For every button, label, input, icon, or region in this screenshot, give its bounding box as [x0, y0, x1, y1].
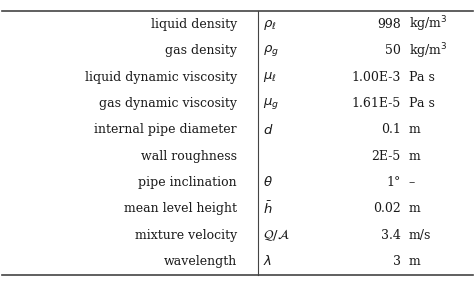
Text: gas density: gas density [165, 44, 237, 57]
Text: $\rho_\ell$: $\rho_\ell$ [263, 18, 277, 31]
Text: Pa s: Pa s [409, 71, 435, 84]
Text: mixture velocity: mixture velocity [135, 229, 237, 242]
Text: wall roughness: wall roughness [141, 150, 237, 163]
Text: kg/m$^3$: kg/m$^3$ [409, 41, 447, 61]
Text: 1°: 1° [386, 176, 401, 189]
Text: m: m [409, 123, 420, 136]
Text: $\mu_g$: $\mu_g$ [263, 96, 279, 111]
Text: wavelength: wavelength [164, 255, 237, 268]
Text: kg/m$^3$: kg/m$^3$ [409, 15, 447, 34]
Text: $\rho_g$: $\rho_g$ [263, 43, 279, 58]
Text: $\theta$: $\theta$ [263, 176, 273, 189]
Text: 0.02: 0.02 [373, 202, 401, 215]
Text: 2E-5: 2E-5 [371, 150, 401, 163]
Text: m: m [409, 202, 420, 215]
Text: 0.1: 0.1 [381, 123, 401, 136]
Text: $\lambda$: $\lambda$ [263, 255, 272, 268]
Text: liquid dynamic viscosity: liquid dynamic viscosity [85, 71, 237, 84]
Text: m: m [409, 255, 420, 268]
Text: m/s: m/s [409, 229, 431, 242]
Text: mean level height: mean level height [124, 202, 237, 215]
Text: 998: 998 [377, 18, 401, 31]
Text: gas dynamic viscosity: gas dynamic viscosity [99, 97, 237, 110]
Text: 1.61E-5: 1.61E-5 [351, 97, 401, 110]
Text: liquid density: liquid density [151, 18, 237, 31]
Text: $\mu_\ell$: $\mu_\ell$ [263, 70, 277, 84]
Text: $\bar{h}$: $\bar{h}$ [263, 200, 273, 217]
Text: internal pipe diameter: internal pipe diameter [94, 123, 237, 136]
Text: pipe inclination: pipe inclination [138, 176, 237, 189]
Text: Pa s: Pa s [409, 97, 435, 110]
Text: –: – [409, 176, 415, 189]
Text: 3: 3 [392, 255, 401, 268]
Text: $\mathcal{Q}/\mathcal{A}$: $\mathcal{Q}/\mathcal{A}$ [263, 227, 290, 243]
Text: 50: 50 [385, 44, 401, 57]
Text: $d$: $d$ [263, 123, 273, 137]
Text: 3.4: 3.4 [381, 229, 401, 242]
Text: m: m [409, 150, 420, 163]
Text: 1.00E-3: 1.00E-3 [351, 71, 401, 84]
